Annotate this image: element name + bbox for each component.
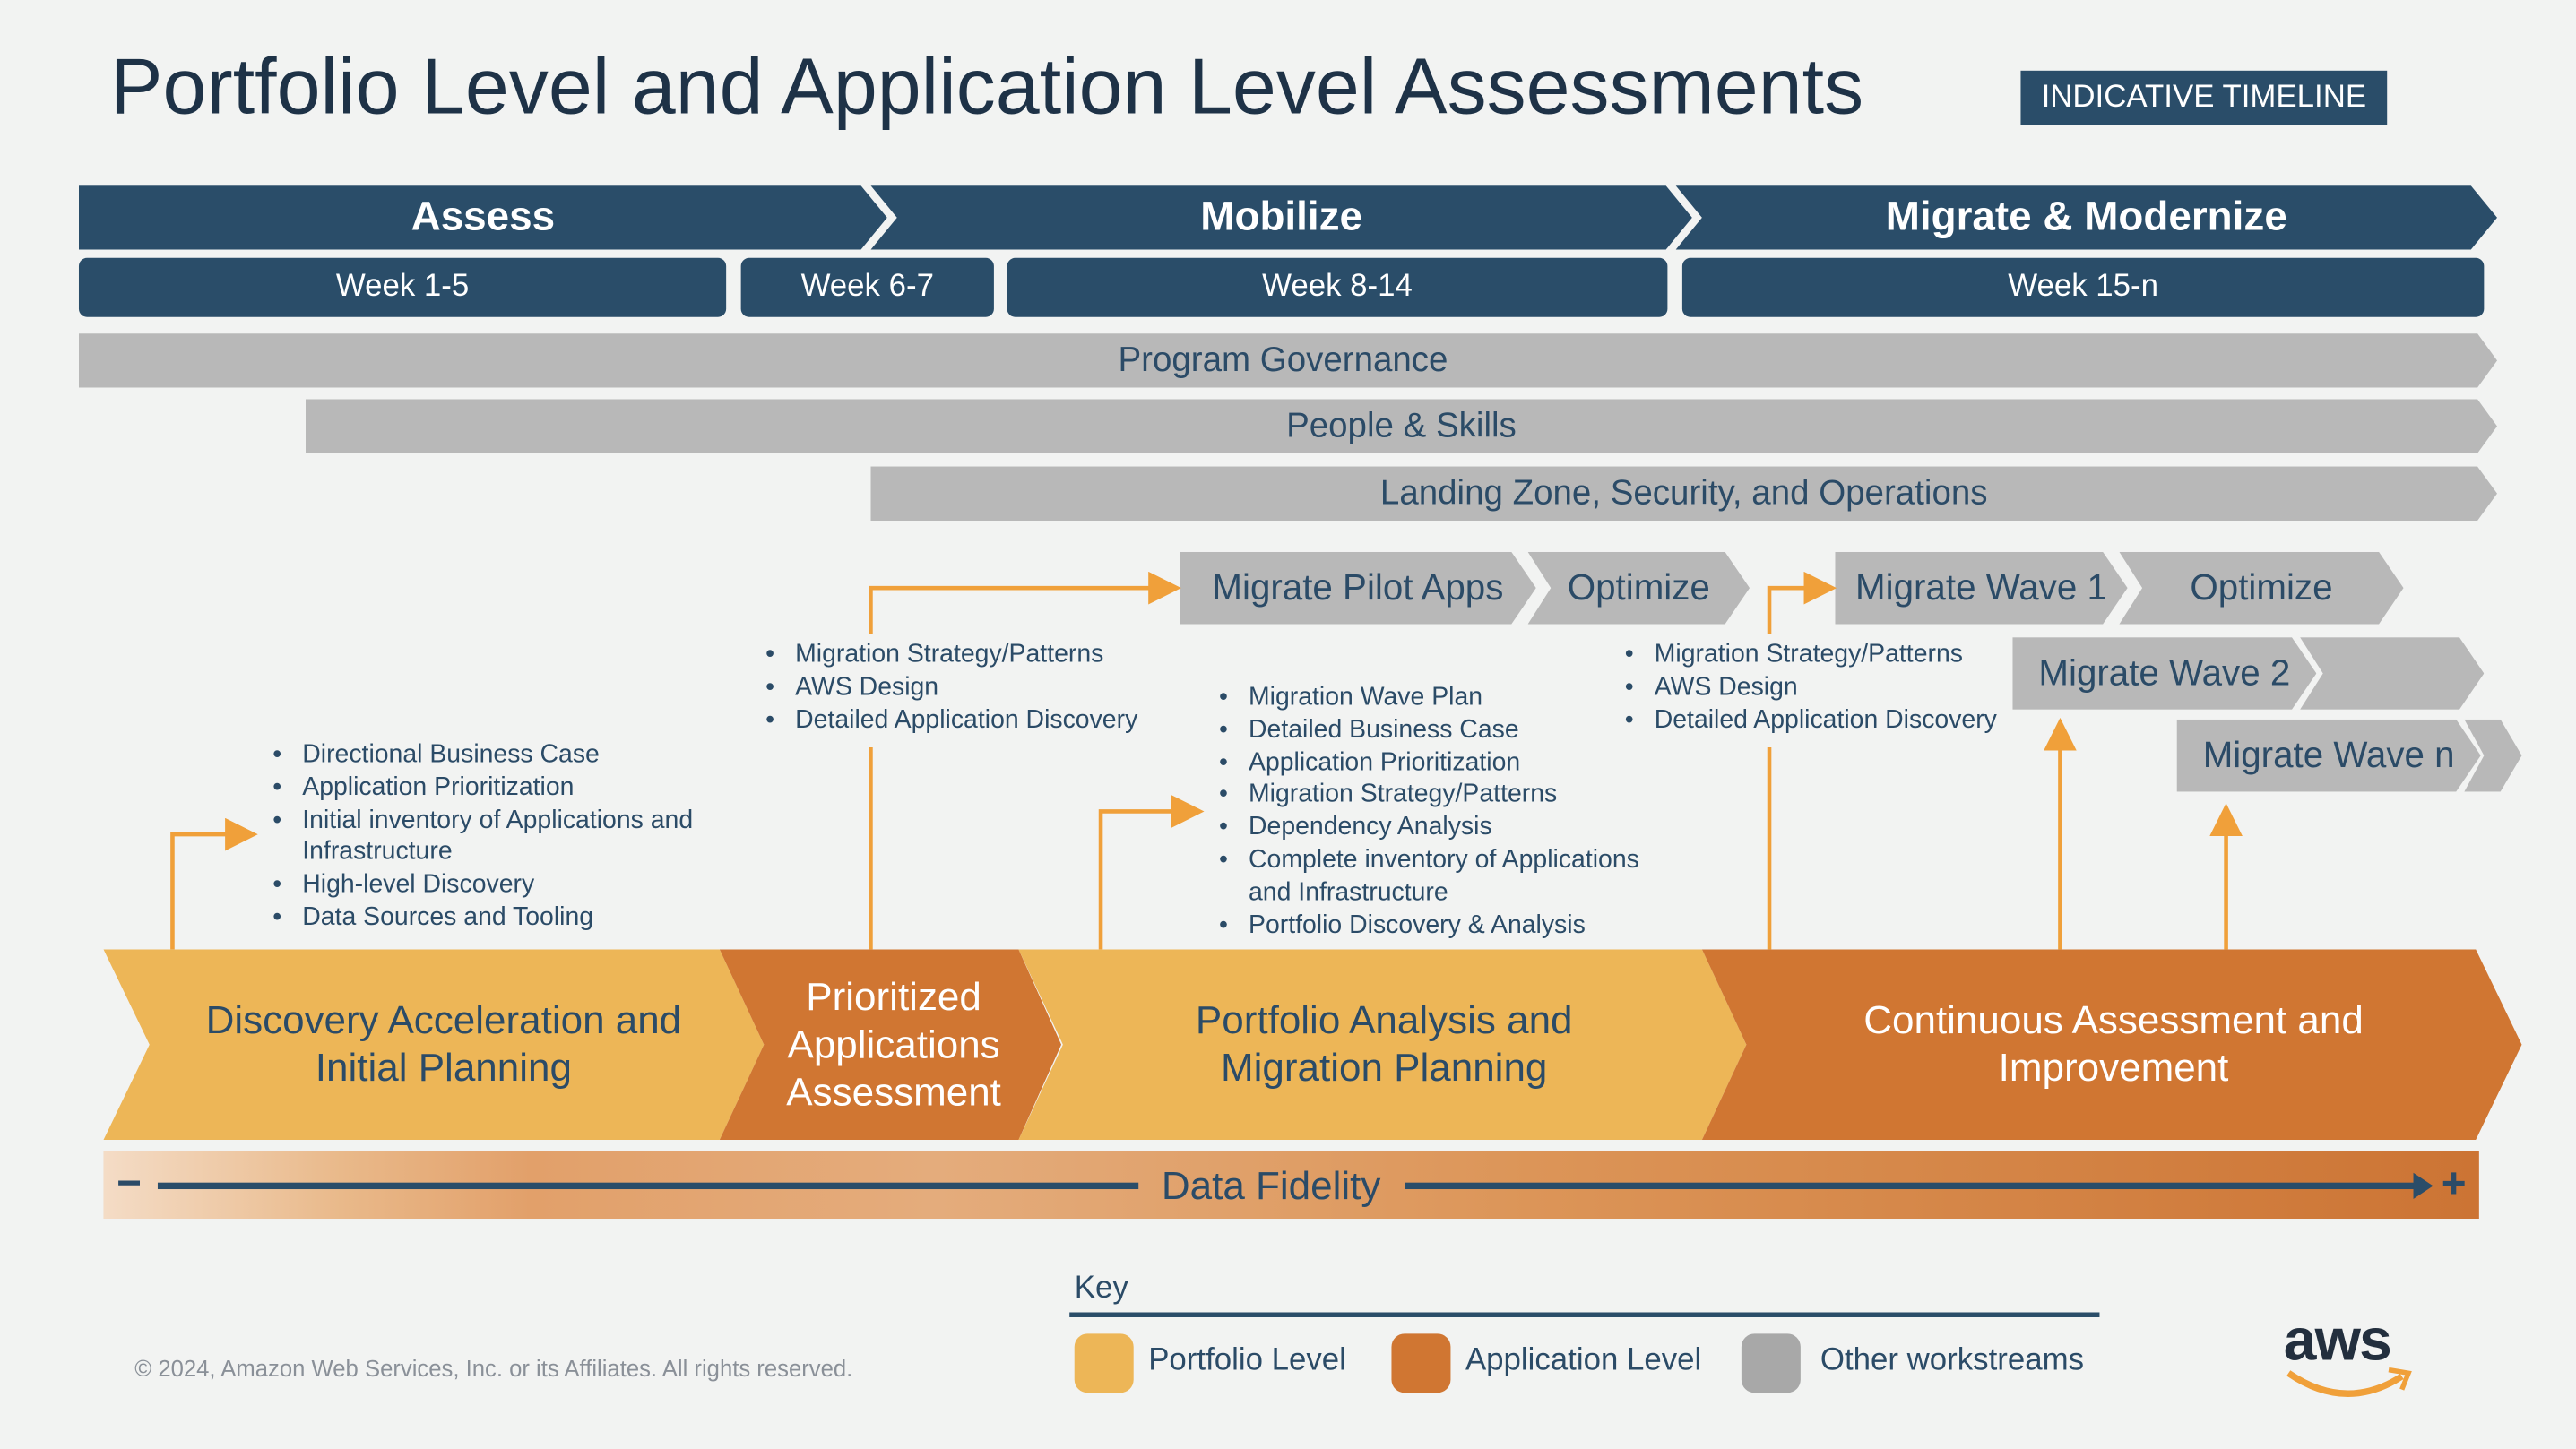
- arrow-portfolio: [1098, 795, 1205, 950]
- workstream-label: People & Skills: [1286, 406, 1517, 444]
- arrow-right-icon: [2413, 1172, 2433, 1200]
- prioritized-list: Migration Strategy/Patterns AWS Design D…: [765, 639, 1223, 737]
- key-title: Key: [1074, 1271, 1128, 1307]
- list-item: Dependency Analysis: [1219, 812, 1659, 844]
- list-item: Migration Strategy/Patterns: [1219, 780, 1659, 812]
- list-item: Migration Strategy/Patterns: [765, 639, 1223, 671]
- data-fidelity-bar: − Data Fidelity +: [103, 1151, 2479, 1220]
- list-item: AWS Design: [765, 671, 1223, 703]
- fidelity-line-left: [157, 1182, 1139, 1190]
- migrate-pilot-apps: Migrate Pilot Apps: [1180, 551, 1536, 625]
- arrow-discovery: [170, 817, 258, 950]
- aws-logo-text: aws: [2283, 1306, 2392, 1374]
- aws-logo: aws: [2284, 1307, 2416, 1406]
- key-application-label: Application Level: [1465, 1343, 1702, 1378]
- week-8-14: Week 8-14: [1007, 257, 1668, 317]
- list-item: Migration Strategy/Patterns: [1625, 639, 2082, 671]
- stage-portfolio: Portfolio Analysis and Migration Plannin…: [1018, 949, 1747, 1141]
- stage-label: Prioritized Applications Assessment: [786, 974, 1001, 1115]
- key-divider: [1069, 1312, 2100, 1317]
- portfolio-swatch: [1074, 1333, 1134, 1393]
- minus-icon: −: [117, 1158, 142, 1208]
- workstream-label: Program Governance: [1118, 341, 1448, 379]
- list-item: Detailed Application Discovery: [1625, 704, 2082, 737]
- application-swatch: [1391, 1333, 1451, 1393]
- key-other-label: Other workstreams: [1820, 1343, 2085, 1378]
- phase-migrate-modernize: Migrate & Modernize: [1675, 185, 2498, 250]
- arrow-pilot: [869, 571, 1181, 634]
- list-item: AWS Design: [1625, 671, 2082, 703]
- week-6-7: Week 6-7: [740, 257, 994, 317]
- stage-label: Discovery Acceleration and Initial Plann…: [205, 998, 682, 1091]
- list-item: Detailed Business Case: [1219, 714, 1659, 746]
- plus-icon: +: [2441, 1158, 2467, 1208]
- workstream-program-governance: Program Governance: [79, 333, 2497, 387]
- fidelity-label: Data Fidelity: [1161, 1164, 1381, 1210]
- migrate-wave-n: Migrate Wave n: [2176, 719, 2481, 792]
- stage-continuous: Continuous Assessment and Improvement: [1701, 949, 2522, 1141]
- continuous-list: Migration Strategy/Patterns AWS Design D…: [1625, 639, 2082, 737]
- list-item: High-level Discovery: [272, 869, 730, 901]
- week-15-n: Week 15-n: [1681, 257, 2485, 317]
- list-item: Application Prioritization: [1219, 746, 1659, 779]
- phase-mobilize: Mobilize: [870, 185, 1692, 250]
- stage-prioritized: Prioritized Applications Assessment: [719, 949, 1062, 1141]
- phase-assess: Assess: [78, 185, 887, 250]
- workstream-people-skills: People & Skills: [306, 399, 2497, 453]
- page-title: Portfolio Level and Application Level As…: [109, 44, 1864, 132]
- stage-label: Portfolio Analysis and Migration Plannin…: [1195, 998, 1573, 1091]
- portfolio-list: Migration Wave Plan Detailed Business Ca…: [1219, 682, 1659, 942]
- discovery-list: Directional Business Case Application Pr…: [272, 739, 730, 935]
- workstream-label: Landing Zone, Security, and Operations: [1379, 473, 1988, 512]
- workstream-landing-zone: Landing Zone, Security, and Operations: [870, 467, 2497, 521]
- list-item: Detailed Application Discovery: [765, 704, 1223, 737]
- list-item: Directional Business Case: [272, 739, 730, 772]
- migrate-wave-1: Migrate Wave 1: [1835, 551, 2128, 625]
- stage-discovery: Discovery Acceleration and Initial Plann…: [103, 949, 765, 1141]
- key-portfolio-label: Portfolio Level: [1148, 1343, 1346, 1378]
- other-swatch: [1741, 1333, 1801, 1393]
- pilot-optimize: Optimize: [1527, 551, 1750, 625]
- fidelity-line-right: [1405, 1182, 2420, 1190]
- list-item: Migration Wave Plan: [1219, 682, 1659, 714]
- wave2-optimize-chevron: [2300, 637, 2485, 710]
- wave1-optimize: Optimize: [2119, 551, 2404, 625]
- list-item: Portfolio Discovery & Analysis: [1219, 910, 1659, 942]
- copyright: © 2024, Amazon Web Services, Inc. or its…: [134, 1355, 853, 1382]
- week-1-5: Week 1-5: [78, 257, 727, 317]
- arrow-wave1: [1767, 571, 1837, 634]
- indicative-timeline-badge: INDICATIVE TIMELINE: [2020, 70, 2388, 125]
- aws-smile-icon: [2286, 1367, 2412, 1397]
- list-item: Initial inventory of Applications and In…: [272, 804, 730, 869]
- list-item: Application Prioritization: [272, 772, 730, 804]
- stage-label: Continuous Assessment and Improvement: [1863, 998, 2364, 1091]
- list-item: Complete inventory of Applications and I…: [1219, 844, 1659, 910]
- list-item: Data Sources and Tooling: [272, 901, 730, 934]
